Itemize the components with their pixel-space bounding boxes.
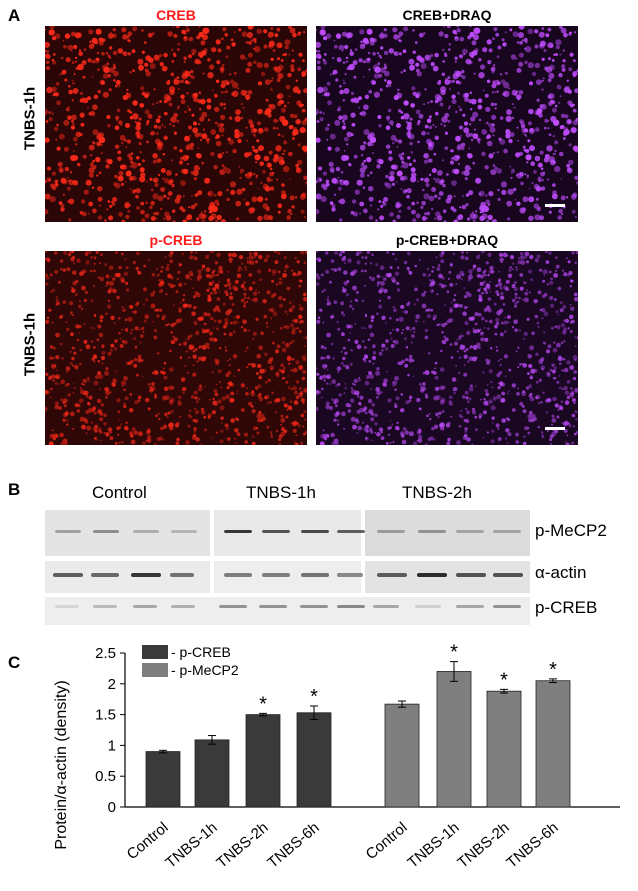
legend-swatch-p-MeCP2 xyxy=(142,663,168,677)
y-tick-label: 0 xyxy=(108,799,116,816)
lane-label-tnbs-1h: TNBS-1h xyxy=(246,483,316,502)
panel-letter-c: C xyxy=(8,653,21,672)
micrograph-creb xyxy=(45,26,307,222)
blot-label-p-mecp2: p-MeCP2 xyxy=(535,521,607,540)
bar-p-CREB-TNBS-2h xyxy=(245,714,281,808)
micrograph-p-creb-draq xyxy=(316,251,578,445)
y-axis-label: Protein/α-actin (density) xyxy=(53,680,70,849)
significance-marker: * xyxy=(500,669,508,691)
blot-strip-alpha-actin xyxy=(45,561,530,593)
bar-p-MeCP2-TNBS-1h xyxy=(436,671,472,808)
bar-p-CREB-TNBS-6h xyxy=(296,712,332,808)
blot-label-p-creb: p-CREB xyxy=(535,598,598,617)
y-tick-label: 1 xyxy=(108,737,116,754)
significance-marker: * xyxy=(310,686,318,708)
bar-p-MeCP2-Control xyxy=(384,703,420,808)
significance-marker: * xyxy=(259,693,267,715)
row-label-bottom: TNBS-1h xyxy=(21,312,39,377)
blot-strip-p-creb xyxy=(45,597,530,625)
row-label-top: TNBS-1h xyxy=(21,86,39,151)
bar-chart: 0 0.5 1 1.5 2 2.5 Protein/α-actin (density) Con… xyxy=(53,642,620,872)
panel-letter-a: A xyxy=(8,6,21,25)
blot-strip-p-mecp2 xyxy=(45,510,530,556)
creb-draq-title: CREB+DRAQ xyxy=(402,7,492,23)
micrograph-p-creb xyxy=(45,251,307,445)
x-tick-label: TNBS-1h xyxy=(162,819,220,872)
significance-marker: * xyxy=(450,642,458,664)
significance-marker: * xyxy=(549,659,557,681)
micrograph-creb-draq xyxy=(316,26,578,222)
x-tick-label: Control xyxy=(363,819,411,863)
creb-title: CREB xyxy=(156,7,196,23)
y-tick-label: 0.5 xyxy=(95,768,116,785)
bar-p-CREB-TNBS-1h xyxy=(194,739,230,808)
y-tick-label: 1.5 xyxy=(95,707,116,724)
x-tick-label: TNBS-2h xyxy=(213,819,271,872)
lane-label-control: Control xyxy=(92,483,147,502)
legend-label-p-MeCP2: - p-MeCP2 xyxy=(171,662,239,678)
x-tick-label: TNBS-6h xyxy=(264,819,322,872)
x-tick-label: TNBS-1h xyxy=(404,819,462,872)
p-creb-title: p-CREB xyxy=(149,232,203,248)
bar-p-MeCP2-TNBS-2h xyxy=(486,690,522,808)
blot-label-alpha-actin: α-actin xyxy=(535,563,587,582)
y-tick-label: 2 xyxy=(108,676,116,693)
bar-p-CREB-Control xyxy=(145,751,181,808)
y-tick-label: 2.5 xyxy=(95,645,116,662)
panel-letter-b: B xyxy=(8,480,21,499)
lane-label-tnbs-2h: TNBS-2h xyxy=(402,483,472,502)
x-tick-label: TNBS-6h xyxy=(503,819,561,872)
p-creb-draq-title: p-CREB+DRAQ xyxy=(395,232,499,248)
bar-p-MeCP2-TNBS-6h xyxy=(535,680,571,808)
legend-swatch-p-CREB xyxy=(142,645,168,659)
x-tick-label: TNBS-2h xyxy=(454,819,512,872)
legend-label-p-CREB: - p-CREB xyxy=(171,644,231,660)
